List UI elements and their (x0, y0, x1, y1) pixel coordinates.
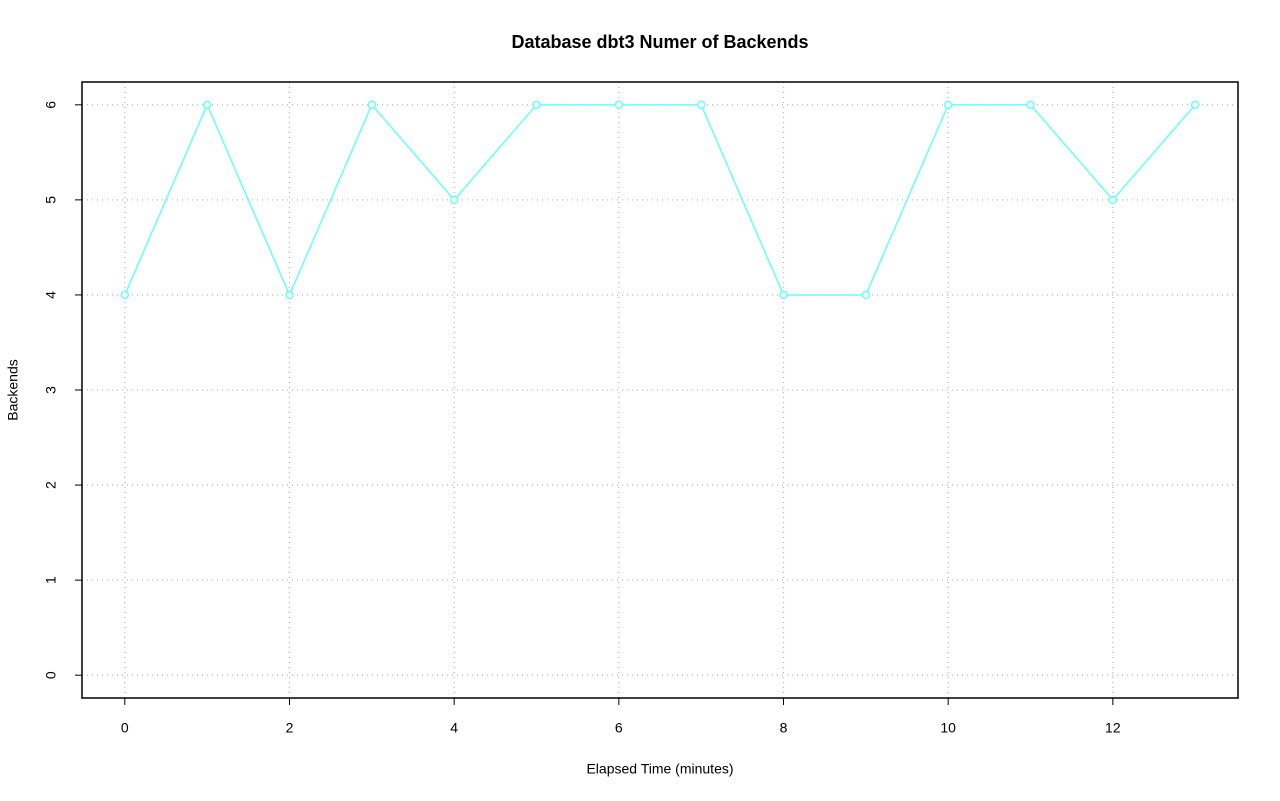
data-point (779, 290, 788, 300)
data-point (1108, 195, 1118, 205)
y-tick-label: 5 (43, 196, 59, 204)
data-point (943, 100, 953, 110)
chart-title: Database dbt3 Numer of Backends (511, 32, 808, 52)
x-tick-label: 2 (286, 720, 294, 736)
y-axis-label: Backends (5, 359, 21, 420)
data-point (202, 100, 212, 110)
data-point (449, 195, 459, 205)
x-tick-label: 8 (780, 720, 788, 736)
y-tick-label: 4 (43, 291, 59, 299)
x-tick-label: 6 (615, 720, 623, 736)
x-tick-label: 10 (940, 720, 956, 736)
y-tick-label: 3 (43, 386, 59, 394)
series-line (124, 102, 1196, 297)
x-tick-label: 12 (1105, 720, 1121, 736)
data-point (696, 100, 706, 110)
data-point (285, 290, 294, 300)
x-tick-label: 4 (450, 720, 458, 736)
data-point (861, 290, 871, 300)
data-point (1190, 100, 1200, 110)
data-point (614, 100, 624, 110)
y-tick-label: 6 (43, 101, 59, 109)
y-tick-label: 0 (43, 671, 59, 679)
y-tick-label: 1 (43, 576, 59, 584)
y-tick-label: 2 (43, 481, 59, 489)
plot-frame (81, 81, 1239, 699)
data-point (120, 290, 130, 300)
x-axis-label: Elapsed Time (minutes) (586, 761, 733, 777)
x-tick-label: 0 (121, 720, 129, 736)
data-point (1026, 100, 1035, 110)
data-point (532, 100, 541, 110)
data-point (367, 100, 377, 110)
